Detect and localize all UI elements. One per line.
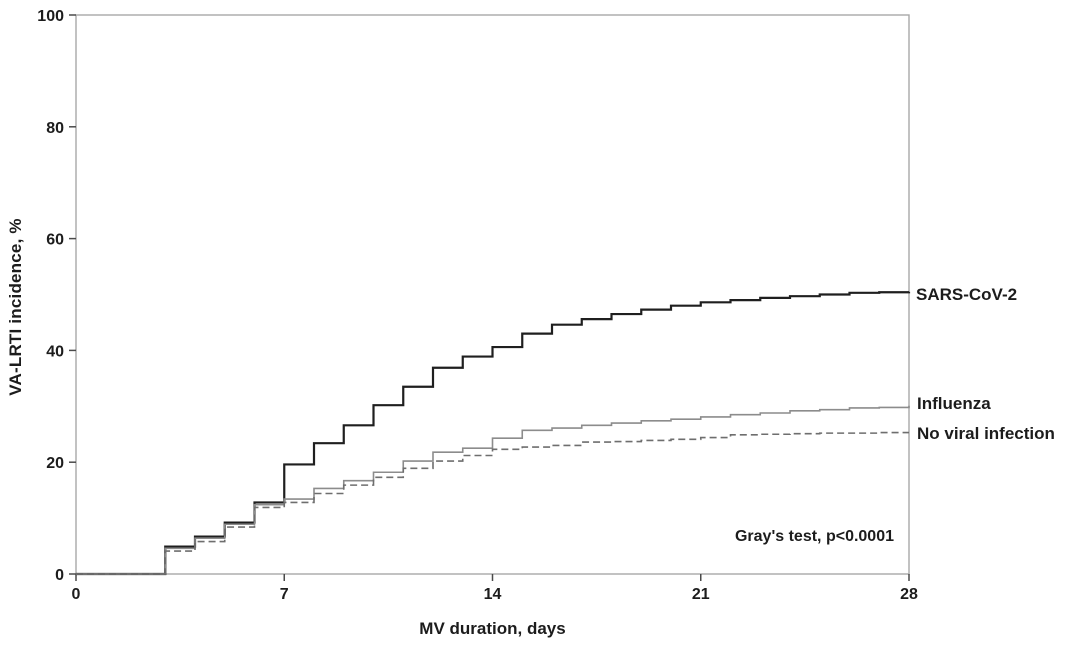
x-tick-label: 7 [280,586,289,603]
y-tick-label: 40 [46,343,64,360]
series-label-sars-cov-2: SARS-CoV-2 [916,285,1018,304]
x-tick-label: 28 [900,586,918,603]
y-axis-title: VA-LRTI incidence, % [6,218,25,396]
y-tick-label: 80 [46,120,64,137]
curve-influenza [76,405,910,575]
y-tick-label: 60 [46,232,64,249]
x-tick-label: 14 [484,586,502,603]
series-label-no-viral-infection: No viral infection [917,424,1055,443]
y-tick-label: 20 [46,455,64,472]
y-tick-label: 100 [37,8,64,25]
y-tick-label: 0 [55,567,64,584]
grays-test-annotation: Gray's test, p<0.0001 [734,528,894,545]
x-tick-label: 0 [72,586,81,603]
plot-frame [75,14,910,575]
curve-no-viral-infection [76,431,909,575]
x-tick-label: 21 [692,586,710,603]
x-axis-title: MV duration, days [419,619,566,638]
series-label-influenza: Influenza [917,394,991,413]
